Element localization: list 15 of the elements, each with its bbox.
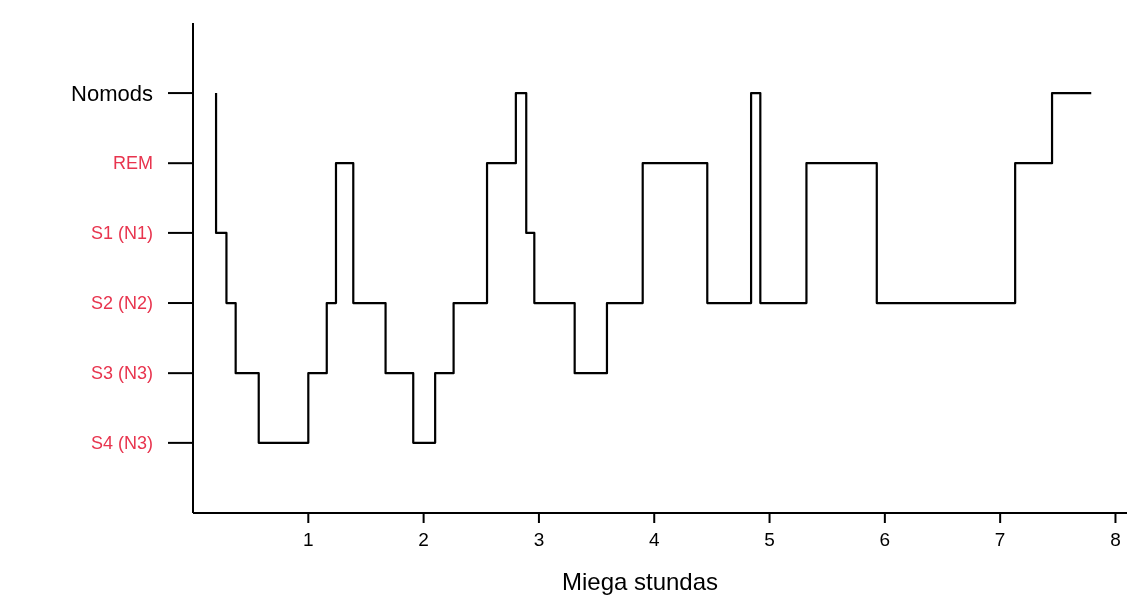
- x-tick-label: 8: [1110, 529, 1121, 550]
- text: S2 (N2): [90, 293, 153, 314]
- x-tick-label: 4: [648, 529, 660, 550]
- text: S4 (N3): [90, 433, 153, 454]
- x-tick-label: 3: [533, 529, 545, 550]
- x-tick-label: 5: [764, 529, 775, 550]
- x-tick-label: 7: [994, 529, 1006, 550]
- x-tick-label: 1: [303, 529, 314, 550]
- text: S3 (N3): [90, 363, 153, 384]
- text: Nomods: [71, 80, 153, 106]
- x-axis-title: Miega stundas: [561, 568, 719, 595]
- text: S1 (N1): [90, 223, 153, 244]
- x-tick-label: 2: [418, 529, 429, 550]
- text: REM: [113, 153, 153, 174]
- x-tick-label: 6: [879, 529, 891, 550]
